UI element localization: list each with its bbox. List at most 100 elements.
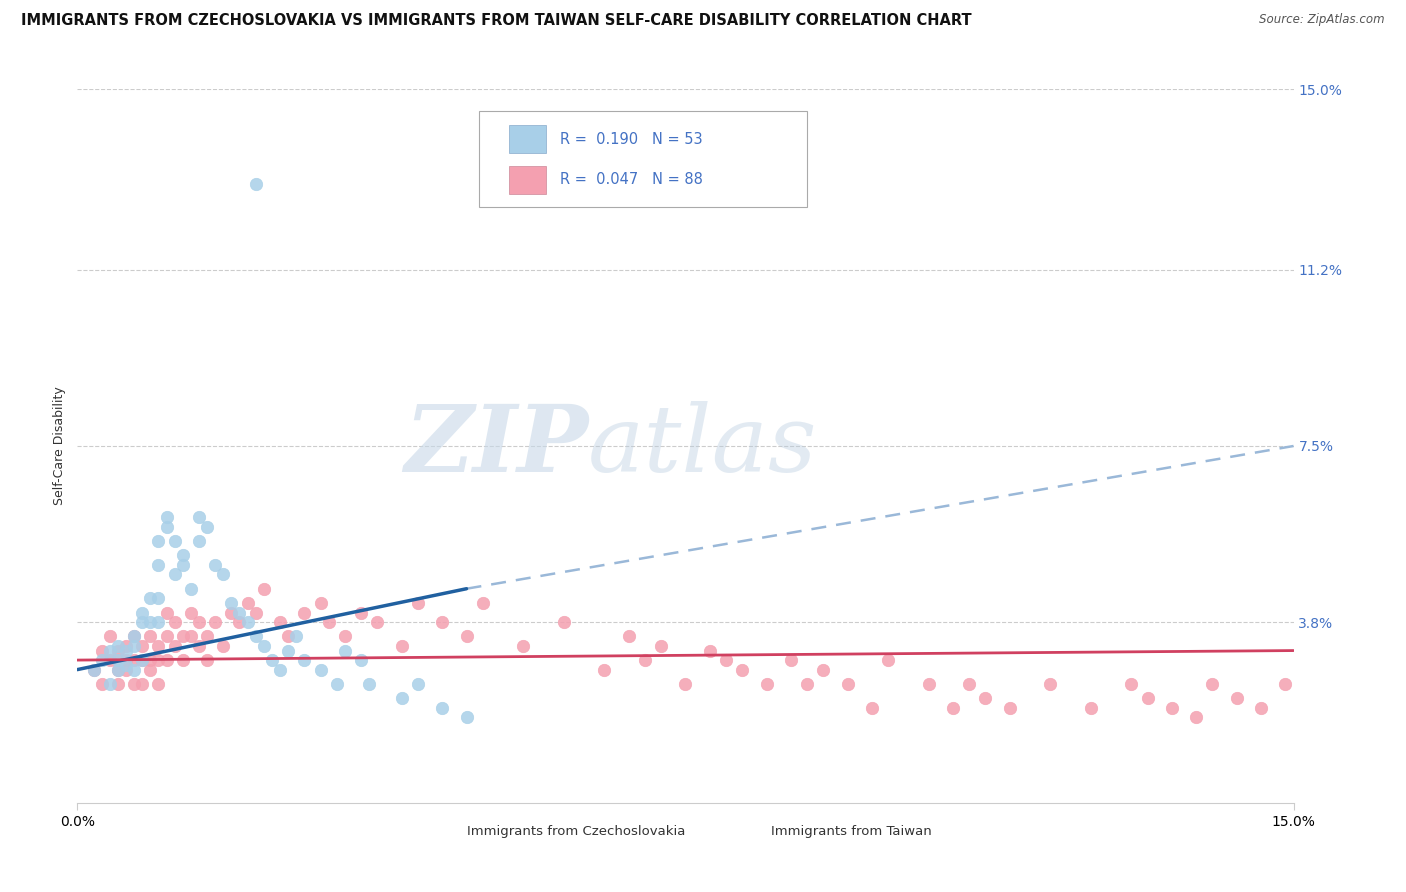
- Point: [860, 700, 883, 714]
- Point: [98, 629, 121, 643]
- Point: [318, 615, 340, 629]
- Point: [115, 653, 138, 667]
- Point: [122, 663, 145, 677]
- Point: [1274, 677, 1296, 691]
- Point: [512, 639, 534, 653]
- Point: [714, 653, 737, 667]
- FancyBboxPatch shape: [728, 821, 762, 842]
- Point: [148, 615, 170, 629]
- Point: [245, 606, 267, 620]
- Point: [139, 663, 162, 677]
- Point: [172, 549, 194, 563]
- Point: [122, 677, 145, 691]
- Point: [221, 606, 243, 620]
- Point: [1136, 691, 1159, 706]
- Point: [634, 653, 657, 667]
- Point: [131, 615, 153, 629]
- Text: atlas: atlas: [588, 401, 818, 491]
- Point: [155, 520, 177, 534]
- Point: [107, 677, 129, 691]
- Point: [1226, 691, 1249, 706]
- Point: [942, 700, 965, 714]
- Point: [155, 606, 177, 620]
- Point: [1201, 677, 1223, 691]
- Point: [139, 629, 162, 643]
- Point: [309, 663, 332, 677]
- Point: [148, 653, 170, 667]
- Point: [139, 591, 162, 606]
- Point: [188, 510, 211, 524]
- Point: [148, 558, 170, 572]
- Point: [204, 615, 226, 629]
- Point: [148, 591, 170, 606]
- Point: [456, 710, 478, 724]
- Point: [471, 596, 494, 610]
- Point: [350, 606, 373, 620]
- Point: [155, 629, 177, 643]
- Point: [553, 615, 575, 629]
- Text: Immigrants from Taiwan: Immigrants from Taiwan: [770, 825, 931, 838]
- Point: [406, 596, 429, 610]
- Point: [139, 653, 162, 667]
- Point: [1080, 700, 1102, 714]
- Point: [155, 653, 177, 667]
- Point: [131, 606, 153, 620]
- Point: [877, 653, 900, 667]
- Point: [292, 653, 315, 667]
- Point: [188, 534, 211, 549]
- Point: [269, 663, 291, 677]
- Point: [456, 629, 478, 643]
- Point: [155, 510, 177, 524]
- Point: [107, 653, 129, 667]
- Point: [406, 677, 429, 691]
- Point: [131, 677, 153, 691]
- Point: [195, 520, 218, 534]
- Point: [366, 615, 388, 629]
- Point: [188, 615, 211, 629]
- Point: [148, 677, 170, 691]
- Point: [98, 653, 121, 667]
- Point: [236, 596, 259, 610]
- Point: [163, 567, 186, 582]
- Point: [253, 639, 276, 653]
- Point: [180, 629, 202, 643]
- Point: [617, 629, 640, 643]
- Point: [277, 629, 299, 643]
- Point: [796, 677, 818, 691]
- FancyBboxPatch shape: [509, 125, 546, 153]
- Point: [195, 629, 218, 643]
- Point: [333, 643, 356, 657]
- Point: [212, 567, 235, 582]
- Point: [1185, 710, 1208, 724]
- Point: [359, 677, 381, 691]
- Point: [172, 653, 194, 667]
- Point: [245, 178, 267, 192]
- Point: [221, 596, 243, 610]
- Point: [1121, 677, 1143, 691]
- Point: [90, 677, 112, 691]
- Point: [430, 700, 453, 714]
- Point: [998, 700, 1021, 714]
- Point: [236, 615, 259, 629]
- Point: [292, 606, 315, 620]
- Point: [83, 663, 105, 677]
- Point: [228, 606, 250, 620]
- Text: R =  0.047   N = 88: R = 0.047 N = 88: [560, 172, 703, 187]
- Point: [122, 629, 145, 643]
- Point: [148, 534, 170, 549]
- Point: [350, 653, 373, 667]
- FancyBboxPatch shape: [425, 821, 458, 842]
- Text: IMMIGRANTS FROM CZECHOSLOVAKIA VS IMMIGRANTS FROM TAIWAN SELF-CARE DISABILITY CO: IMMIGRANTS FROM CZECHOSLOVAKIA VS IMMIGR…: [21, 13, 972, 29]
- Point: [107, 643, 129, 657]
- Point: [148, 639, 170, 653]
- Point: [1250, 700, 1272, 714]
- Point: [260, 653, 283, 667]
- Point: [131, 639, 153, 653]
- Point: [974, 691, 997, 706]
- Point: [115, 657, 138, 672]
- Point: [122, 629, 145, 643]
- Point: [285, 629, 308, 643]
- Point: [107, 663, 129, 677]
- Point: [139, 615, 162, 629]
- Point: [163, 639, 186, 653]
